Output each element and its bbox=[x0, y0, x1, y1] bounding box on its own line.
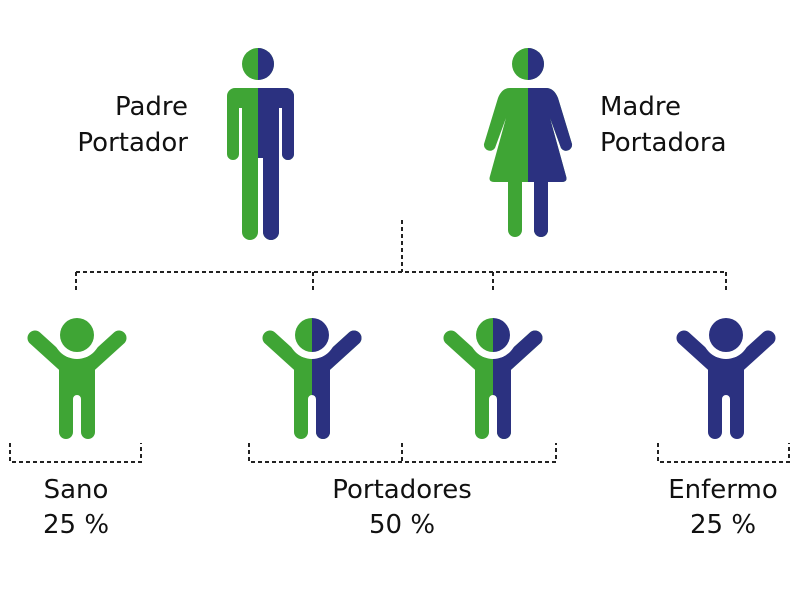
outcome-brackets bbox=[9, 443, 790, 463]
outcome-healthy-percent: 25 % bbox=[42, 510, 110, 540]
father-label-line1: Padre bbox=[114, 92, 188, 122]
outcome-affected-percent: 25 % bbox=[689, 510, 757, 540]
outcome-carriers-percent: 50 % bbox=[368, 510, 436, 540]
child-carrier-1 bbox=[270, 311, 354, 439]
father-figure bbox=[227, 48, 294, 240]
mother-figure bbox=[483, 48, 573, 237]
outcome-affected-label: Enfermo bbox=[668, 475, 778, 505]
father-label-line2: Portador bbox=[77, 128, 188, 158]
mother-label-line2: Portadora bbox=[600, 128, 727, 158]
mother-label-line1: Madre bbox=[600, 92, 681, 122]
outcome-carriers-label: Portadores bbox=[332, 475, 472, 505]
child-healthy bbox=[35, 311, 119, 439]
child-affected bbox=[684, 311, 768, 439]
child-carrier-2 bbox=[451, 311, 535, 439]
outcome-healthy-label: Sano bbox=[43, 475, 109, 505]
connector-lines bbox=[75, 220, 727, 292]
